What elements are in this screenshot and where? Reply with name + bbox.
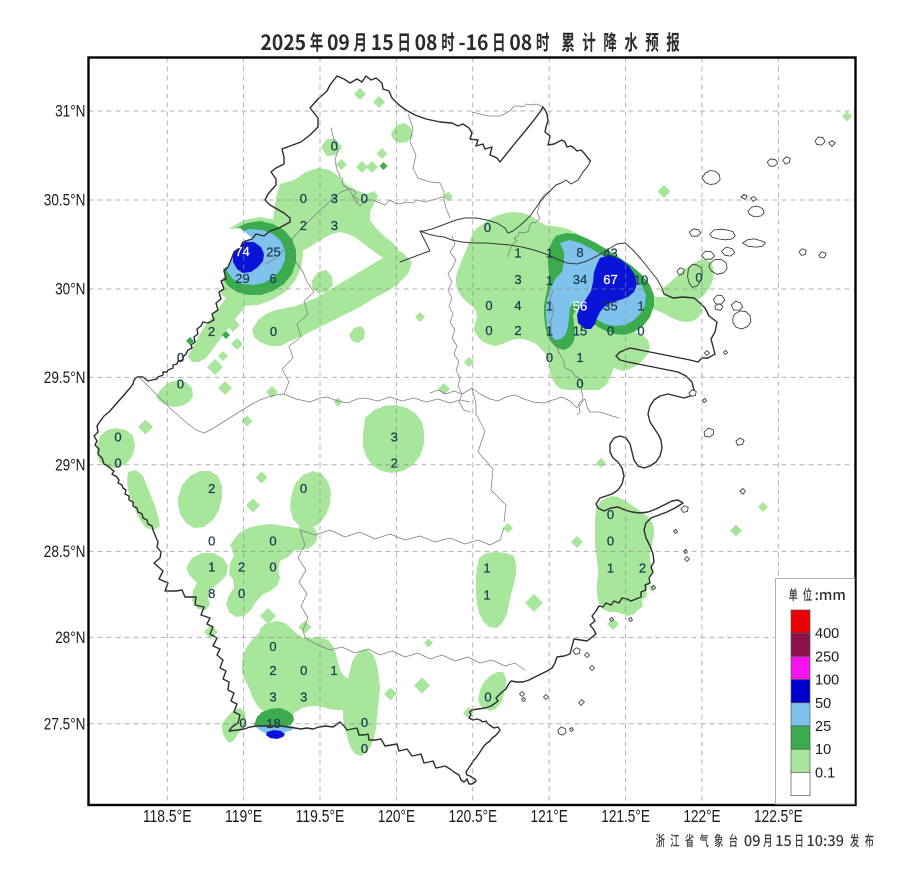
svg-text:0: 0	[269, 560, 276, 575]
svg-text:56: 56	[573, 299, 587, 314]
svg-text:3: 3	[331, 218, 338, 233]
svg-text:1: 1	[330, 663, 337, 678]
svg-text:2: 2	[300, 218, 307, 233]
svg-text:119.5°E: 119.5°E	[296, 806, 345, 826]
svg-text:0: 0	[300, 481, 307, 496]
svg-text:1: 1	[208, 560, 215, 575]
svg-text:2: 2	[208, 324, 215, 339]
svg-text:0: 0	[239, 716, 246, 731]
svg-text:100: 100	[815, 673, 839, 689]
svg-text:18: 18	[266, 716, 280, 731]
svg-text:120.5°E: 120.5°E	[448, 806, 497, 826]
svg-text:10: 10	[815, 742, 831, 758]
svg-text:0: 0	[269, 639, 276, 654]
svg-text:25: 25	[266, 245, 280, 260]
svg-text:3: 3	[300, 690, 307, 705]
svg-text:28°N: 28°N	[55, 628, 85, 647]
svg-text:0: 0	[270, 324, 277, 339]
svg-text:0: 0	[607, 507, 614, 522]
svg-text:3: 3	[269, 690, 276, 705]
svg-text:1: 1	[483, 588, 490, 603]
svg-text:0: 0	[361, 191, 368, 206]
svg-text:250: 250	[815, 649, 839, 665]
svg-text:3: 3	[514, 272, 521, 287]
svg-text:31°N: 31°N	[55, 102, 85, 121]
svg-text:0: 0	[114, 430, 121, 445]
svg-text:28.5°N: 28.5°N	[44, 542, 86, 561]
svg-text:0: 0	[300, 663, 307, 678]
svg-text:8: 8	[576, 245, 583, 260]
svg-text:35: 35	[603, 299, 617, 314]
svg-text:1: 1	[576, 350, 583, 365]
svg-text:0: 0	[177, 350, 184, 365]
svg-text:10: 10	[634, 273, 648, 288]
svg-text:122.5°E: 122.5°E	[754, 806, 803, 826]
svg-text:29: 29	[235, 271, 249, 286]
svg-text:121.5°E: 121.5°E	[601, 806, 650, 826]
svg-text:0: 0	[607, 534, 614, 549]
svg-text:43: 43	[603, 246, 617, 261]
svg-text:1: 1	[546, 299, 553, 314]
svg-text:2: 2	[269, 663, 276, 678]
svg-text:0: 0	[361, 741, 368, 756]
svg-text:1: 1	[483, 561, 490, 576]
svg-text:67: 67	[603, 272, 617, 287]
svg-text:0: 0	[546, 350, 553, 365]
svg-text:0: 0	[485, 298, 492, 313]
svg-text:29.5°N: 29.5°N	[44, 368, 86, 387]
svg-text:30°N: 30°N	[55, 280, 85, 299]
svg-text:0: 0	[637, 324, 644, 339]
svg-text:15: 15	[573, 324, 587, 339]
svg-text:400: 400	[815, 626, 839, 642]
svg-text:118.5°E: 118.5°E	[143, 806, 192, 826]
svg-text:2: 2	[514, 323, 521, 338]
svg-text:6: 6	[269, 271, 276, 286]
svg-text:121°E: 121°E	[531, 806, 568, 826]
svg-text:0: 0	[484, 220, 491, 235]
svg-text:2: 2	[208, 481, 215, 496]
svg-text:122°E: 122°E	[683, 806, 720, 826]
svg-text:0: 0	[177, 377, 184, 392]
svg-text:119°E: 119°E	[225, 806, 262, 826]
svg-text:25: 25	[815, 719, 831, 735]
svg-text:0: 0	[238, 586, 245, 601]
svg-text:0: 0	[300, 191, 307, 206]
svg-text:29°N: 29°N	[55, 455, 85, 474]
svg-text:1: 1	[546, 324, 553, 339]
svg-text:30.5°N: 30.5°N	[44, 191, 86, 210]
svg-text:0: 0	[331, 139, 338, 154]
svg-text:3: 3	[331, 191, 338, 206]
svg-text:1: 1	[546, 273, 553, 288]
svg-text:0.1: 0.1	[815, 765, 835, 781]
svg-text:1: 1	[514, 246, 521, 261]
svg-text:0: 0	[114, 456, 121, 471]
svg-text:8: 8	[208, 586, 215, 601]
svg-text:50: 50	[815, 696, 831, 712]
svg-text:1: 1	[607, 561, 614, 576]
svg-text:2: 2	[238, 560, 245, 575]
svg-text:74: 74	[235, 244, 249, 259]
svg-text:3: 3	[391, 430, 398, 445]
svg-text:0: 0	[695, 270, 702, 285]
svg-text:1: 1	[546, 246, 553, 261]
svg-text:34: 34	[573, 272, 587, 287]
svg-text:0: 0	[607, 324, 614, 339]
svg-text:0: 0	[576, 376, 583, 391]
svg-text:1: 1	[637, 299, 644, 314]
svg-text:2: 2	[391, 456, 398, 471]
svg-text:0: 0	[361, 715, 368, 730]
svg-text:2: 2	[639, 561, 646, 576]
svg-text:0: 0	[485, 323, 492, 338]
svg-text:120°E: 120°E	[378, 806, 415, 826]
svg-text:0: 0	[208, 534, 215, 549]
svg-text:0: 0	[269, 534, 276, 549]
svg-text:4: 4	[514, 298, 521, 313]
svg-text:27.5°N: 27.5°N	[44, 714, 86, 733]
svg-text:0: 0	[484, 690, 491, 705]
